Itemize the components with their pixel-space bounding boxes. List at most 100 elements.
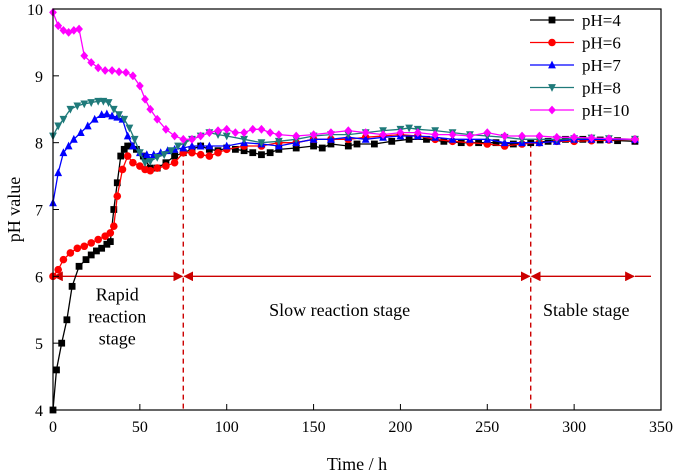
data-point-triangle-down — [274, 137, 283, 146]
data-point-diamond — [115, 67, 123, 77]
data-point-square — [103, 240, 111, 248]
data-point-diamond — [500, 131, 509, 141]
y-tick-label: 6 — [35, 269, 43, 286]
data-point-circle — [214, 148, 222, 157]
data-point-diamond — [54, 21, 63, 31]
data-point-diamond — [69, 25, 78, 35]
data-point-diamond — [146, 104, 155, 114]
data-point-triangle-up — [123, 131, 132, 140]
data-point-diamond — [379, 130, 387, 140]
data-point-square — [258, 151, 265, 159]
data-point-triangle-up — [196, 141, 205, 150]
data-point-diamond — [448, 130, 457, 140]
series-line — [52, 138, 635, 411]
data-point-diamond — [266, 128, 275, 138]
x-tick-label: 0 — [49, 419, 57, 436]
data-point-triangle-down — [146, 157, 155, 166]
data-point-triangle-up — [548, 60, 556, 69]
data-point-square — [98, 244, 106, 252]
y-tick-label: 10 — [27, 2, 43, 19]
data-point-circle — [170, 158, 179, 167]
data-point-circle — [106, 229, 115, 237]
data-point-triangle-down — [115, 111, 123, 119]
data-point-circle — [80, 242, 89, 251]
legend-label: pH=7 — [582, 56, 621, 75]
data-point-triangle-down — [120, 115, 129, 124]
data-point-triangle-up — [222, 141, 231, 150]
data-point-triangle-down — [130, 135, 139, 144]
data-point-square — [124, 142, 132, 150]
data-point-diamond — [214, 126, 222, 136]
data-point-triangle-up — [64, 141, 73, 150]
data-point-triangle-up — [76, 128, 85, 137]
data-point-triangle-down — [153, 153, 162, 162]
data-point-diamond — [548, 105, 556, 115]
data-point-triangle-up — [69, 134, 78, 143]
plot-frame — [52, 8, 662, 411]
data-point-triangle-down — [344, 131, 353, 140]
data-point-triangle-down — [548, 84, 556, 92]
annotation-stable: Stable stage — [543, 300, 629, 320]
data-point-diamond — [518, 131, 526, 141]
series-line — [52, 12, 635, 140]
data-point-square — [405, 135, 413, 143]
legend-label: pH=10 — [582, 101, 629, 120]
data-point-diamond — [327, 128, 335, 138]
x-tick-label: 100 — [215, 419, 239, 436]
series-2 — [49, 109, 639, 207]
data-point-diamond — [466, 131, 474, 141]
data-point-diamond — [135, 81, 144, 91]
data-point-square — [106, 238, 114, 245]
data-point-square — [249, 149, 257, 157]
data-point-diamond — [240, 128, 248, 138]
data-point-triangle-down — [94, 97, 103, 106]
data-point-square — [327, 140, 335, 148]
data-point-diamond — [257, 124, 266, 134]
data-point-diamond — [631, 134, 639, 144]
series-layer — [49, 7, 639, 414]
x-tick-label: 50 — [132, 419, 148, 436]
data-point-diamond — [431, 130, 440, 140]
data-point-triangle-down — [109, 105, 118, 114]
data-point-triangle-down — [405, 124, 414, 133]
data-point-triangle-up — [205, 141, 214, 150]
data-point-triangle-up — [129, 141, 137, 150]
y-tick-label: 4 — [35, 403, 43, 420]
data-point-diamond — [129, 71, 137, 81]
data-point-triangle-up — [97, 110, 106, 118]
data-point-square — [232, 145, 239, 153]
data-point-square — [93, 247, 100, 255]
data-point-square — [457, 139, 465, 147]
data-point-triangle-up — [361, 134, 370, 143]
data-point-triangle-down — [135, 149, 144, 158]
data-point-square — [310, 142, 317, 150]
data-point-circle — [113, 192, 122, 200]
data-point-circle — [59, 255, 68, 264]
x-tick-label: 150 — [302, 419, 326, 436]
data-point-square — [423, 135, 430, 143]
data-point-triangle-down — [240, 135, 248, 144]
data-point-diamond — [108, 66, 116, 75]
data-point-square — [544, 137, 552, 145]
data-point-triangle-up — [179, 143, 188, 152]
data-point-circle — [66, 249, 75, 257]
data-point-diamond — [59, 25, 68, 35]
data-point-triangle-up — [188, 141, 196, 150]
data-point-triangle-down — [87, 99, 96, 107]
data-point-diamond — [344, 126, 353, 136]
data-point-square — [292, 144, 300, 152]
x-tick-label: 300 — [562, 419, 586, 436]
data-point-square — [492, 139, 500, 147]
data-point-diamond — [483, 128, 492, 138]
data-point-square — [113, 179, 121, 187]
data-point-square — [475, 139, 482, 147]
data-point-circle — [162, 162, 170, 170]
data-point-triangle-up — [142, 150, 151, 159]
data-point-triangle-down — [214, 131, 222, 140]
data-point-triangle-down — [167, 147, 176, 156]
data-point-square — [548, 16, 556, 24]
data-point-triangle-up — [83, 121, 92, 130]
data-point-diamond — [396, 128, 405, 138]
